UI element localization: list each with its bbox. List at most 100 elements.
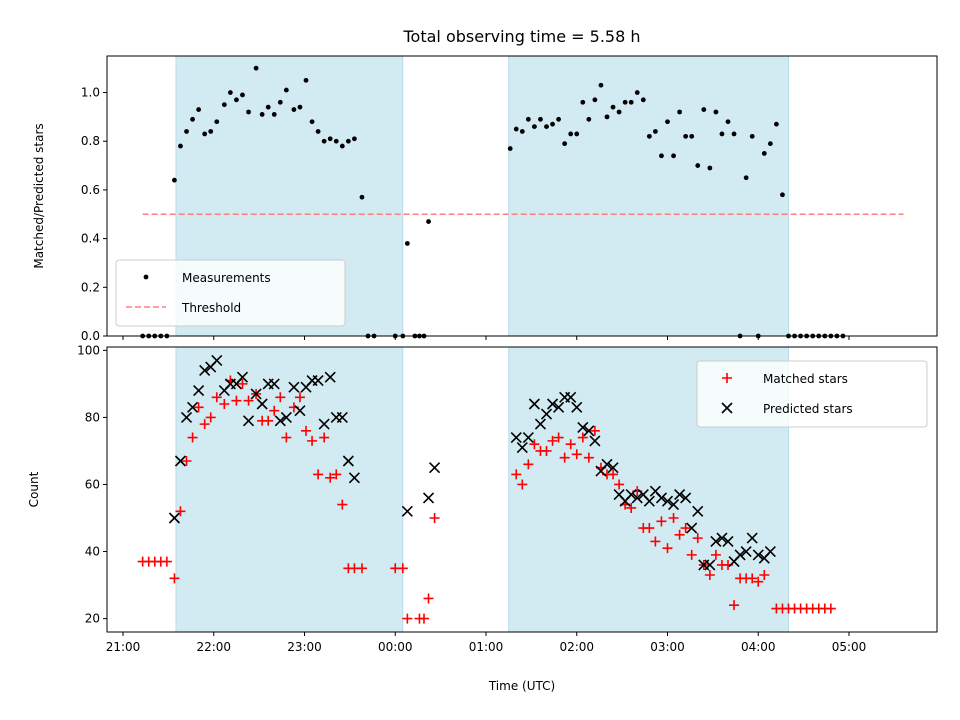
data-point xyxy=(172,177,177,183)
data-point xyxy=(214,119,220,125)
data-point xyxy=(665,119,670,125)
data-point xyxy=(589,435,601,447)
data-point xyxy=(634,90,640,95)
data-point xyxy=(231,395,242,406)
data-point xyxy=(686,522,698,534)
data-point xyxy=(429,462,441,474)
data-point xyxy=(271,112,277,117)
y-tick-label: 20 xyxy=(85,612,100,626)
data-point xyxy=(312,374,324,387)
legend-label: Measurements xyxy=(182,271,271,285)
data-point xyxy=(313,469,324,480)
data-point xyxy=(318,418,330,430)
data-point xyxy=(580,99,586,105)
data-point xyxy=(211,392,222,403)
data-point xyxy=(710,535,722,548)
data-point xyxy=(640,97,646,103)
data-point xyxy=(562,141,568,147)
data-point xyxy=(646,133,652,139)
x-tick-label: 22:00 xyxy=(196,640,231,654)
data-point xyxy=(616,109,622,115)
data-point xyxy=(701,107,707,112)
data-point xyxy=(692,533,703,544)
data-point xyxy=(761,150,767,156)
shaded-span-2 xyxy=(508,55,789,337)
data-point xyxy=(528,398,540,410)
data-point xyxy=(174,455,187,467)
x-tick-label: 02:00 xyxy=(559,640,594,654)
data-point xyxy=(534,418,547,430)
data-point xyxy=(740,545,752,558)
y-tick-label: 1.0 xyxy=(81,86,100,100)
data-point xyxy=(327,136,333,142)
data-point xyxy=(336,411,348,423)
data-point xyxy=(752,549,764,561)
data-point xyxy=(294,405,306,417)
data-point xyxy=(692,505,704,517)
data-point xyxy=(199,419,210,430)
data-point xyxy=(667,499,680,511)
data-point xyxy=(719,131,725,137)
data-point xyxy=(259,112,265,117)
data-point xyxy=(402,613,413,624)
data-point xyxy=(759,570,770,580)
data-point xyxy=(202,131,208,137)
data-point xyxy=(240,92,245,98)
data-point xyxy=(541,445,552,456)
data-point xyxy=(659,153,664,159)
data-point xyxy=(522,431,534,444)
data-point xyxy=(622,99,628,105)
data-point xyxy=(242,415,255,427)
data-point xyxy=(513,126,519,132)
data-point xyxy=(227,90,233,95)
y-tick-label: 0.4 xyxy=(81,232,100,246)
data-point xyxy=(274,415,286,427)
data-point xyxy=(577,421,589,434)
data-point xyxy=(397,563,408,574)
data-point xyxy=(713,109,719,115)
data-point xyxy=(556,116,561,122)
data-point xyxy=(321,138,327,144)
data-point xyxy=(205,412,216,423)
data-point xyxy=(297,104,303,110)
data-point xyxy=(656,516,667,527)
y-tick-label: 0.2 xyxy=(81,280,100,294)
y-tick-label: 40 xyxy=(85,545,100,559)
data-point xyxy=(731,131,737,137)
data-point xyxy=(553,401,565,413)
data-point xyxy=(510,431,522,444)
data-point xyxy=(655,492,668,504)
data-point xyxy=(607,462,619,474)
data-point xyxy=(219,399,230,409)
data-point xyxy=(196,107,202,112)
y-tick-label: 80 xyxy=(85,410,100,424)
data-point xyxy=(743,175,749,181)
data-point xyxy=(319,432,330,443)
data-point xyxy=(734,549,746,561)
data-point xyxy=(716,532,728,544)
data-point xyxy=(280,411,292,423)
legend-handle xyxy=(721,402,733,414)
data-point xyxy=(404,241,410,246)
data-point xyxy=(418,613,429,624)
data-point xyxy=(423,593,434,604)
data-point xyxy=(710,549,721,560)
data-point xyxy=(547,435,558,446)
data-point xyxy=(589,425,600,436)
data-point xyxy=(722,535,734,548)
data-point xyxy=(653,129,658,134)
y-axis-label: Matched/Predicted stars xyxy=(32,123,46,268)
data-point xyxy=(181,456,192,466)
y-tick-label: 0.6 xyxy=(81,183,100,197)
legend-box xyxy=(115,259,346,327)
data-point xyxy=(608,469,619,480)
data-point xyxy=(668,513,679,523)
x-tick-label: 01:00 xyxy=(469,640,504,654)
data-point xyxy=(511,469,522,480)
y-axis-label: Count xyxy=(27,471,41,507)
data-point xyxy=(825,603,836,614)
data-point xyxy=(184,129,189,134)
data-point xyxy=(565,391,577,403)
data-point xyxy=(707,165,713,171)
